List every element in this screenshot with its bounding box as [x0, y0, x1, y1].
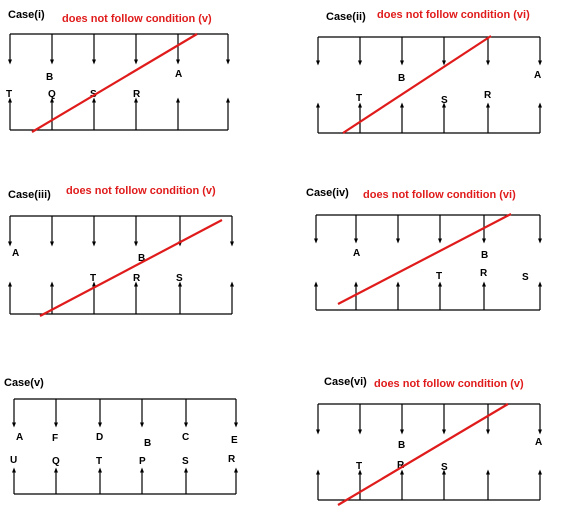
case-3-seat-label: S [176, 273, 183, 284]
case-6-note: does not follow condition (v) [374, 378, 524, 390]
case-4-rows [314, 214, 542, 311]
case-4-note: does not follow condition (vi) [363, 189, 516, 201]
case-1-rows [8, 33, 230, 131]
case-1-title: Case(i) [8, 9, 45, 21]
case-4-seat-label: R [480, 268, 488, 279]
case-6-seat-label: A [535, 437, 542, 448]
case-6-rows [316, 403, 542, 501]
case-2-seat-label: T [356, 93, 362, 104]
case-5-seat-label: C [182, 432, 189, 443]
case-4-title: Case(iv) [306, 187, 349, 199]
case-5-seat-label: R [228, 454, 236, 465]
case-6-strike-line [337, 403, 509, 506]
case-5-seat-label: B [144, 438, 151, 449]
case-3-seat-label: A [12, 248, 19, 259]
case-6-seat-label: R [397, 460, 405, 471]
case-6-seat-label: B [398, 440, 405, 451]
case-2-strike-line [342, 35, 492, 134]
case-3-seat-label: R [133, 273, 141, 284]
case-5-rows [12, 398, 238, 495]
case-6-title: Case(vi) [324, 376, 367, 388]
case-4-seat-label: T [436, 271, 442, 282]
case-1-strike-line [31, 33, 198, 133]
case-5-seat-label: T [96, 456, 102, 467]
case-5-seat-label: S [182, 456, 189, 467]
case-3-strike-line [39, 219, 223, 317]
case-4-seat-label: S [522, 272, 529, 283]
case-2-seat-label: S [441, 95, 448, 106]
case-1-seat-label: T [6, 89, 12, 100]
case-4-seat-label: A [353, 248, 360, 259]
case-5-seat-label: U [10, 455, 17, 466]
case-3-rows [8, 215, 234, 315]
case-6-seat-label: S [441, 462, 448, 473]
case-3-title: Case(iii) [8, 189, 51, 201]
case-1-panel: Case(i) does not follow condition (v) B … [6, 9, 230, 133]
case-6-panel: Case(vi) does not follow condition (v) B… [316, 376, 542, 506]
case-2-seat-label: A [534, 70, 541, 81]
case-2-seat-label: B [398, 73, 405, 84]
case-5-seat-label: P [139, 456, 146, 467]
case-2-note: does not follow condition (vi) [377, 9, 530, 21]
case-2-rows [316, 36, 542, 134]
case-5-seat-label: D [96, 432, 103, 443]
case-1-note: does not follow condition (v) [62, 13, 212, 25]
case-5-seat-label: E [231, 435, 238, 446]
case-5-panel: Case(v) A F D B C E U Q T P S R [4, 377, 238, 495]
case-1-seat-label: Q [48, 89, 56, 100]
case-3-note: does not follow condition (v) [66, 185, 216, 197]
case-2-seat-label: R [484, 90, 492, 101]
case-4-panel: Case(iv) does not follow condition (vi) … [306, 187, 542, 311]
case-6-seat-label: T [356, 461, 362, 472]
case-4-strike-line [337, 213, 512, 305]
case-1-seat-label: B [46, 72, 53, 83]
case-3-seat-label: T [90, 273, 96, 284]
case-4-seat-label: B [481, 250, 488, 261]
case-2-panel: Case(ii) does not follow condition (vi) … [316, 9, 542, 134]
case-5-seat-label: A [16, 432, 23, 443]
case-5-title: Case(v) [4, 377, 44, 389]
case-3-panel: Case(iii) does not follow condition (v) … [8, 185, 234, 317]
case-5-seat-label: Q [52, 456, 60, 467]
case-1-seat-label: A [175, 69, 182, 80]
case-1-seat-label: R [133, 89, 141, 100]
case-2-title: Case(ii) [326, 11, 366, 23]
case-5-seat-label: F [52, 433, 58, 444]
case-3-seat-label: B [138, 253, 145, 264]
